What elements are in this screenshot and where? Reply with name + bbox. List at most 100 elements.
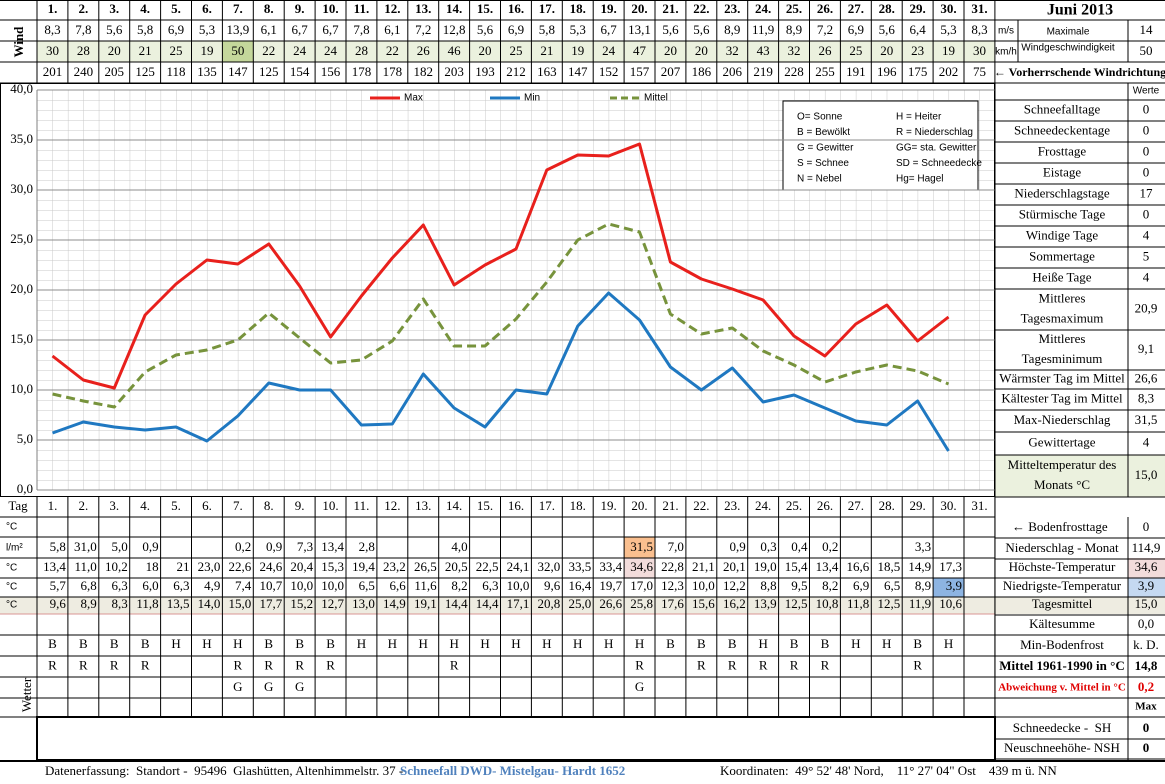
lower-stat-label: Abweichung v. Mittel in °C bbox=[998, 682, 1126, 694]
wind-dir: 175 bbox=[908, 64, 928, 79]
table-value: 5,8 bbox=[50, 539, 66, 554]
wind-kmh: 24 bbox=[324, 43, 338, 58]
x-tick-label: 11. bbox=[354, 498, 370, 513]
table-value: 24,1 bbox=[507, 559, 530, 574]
y-tick-label: 20,0 bbox=[10, 281, 33, 296]
wind-dir: 157 bbox=[630, 64, 650, 79]
cell-highlight bbox=[624, 537, 655, 558]
day-label: 16. bbox=[508, 1, 524, 16]
wind-dir: 219 bbox=[753, 64, 773, 79]
stat-value: 15,0 bbox=[1135, 467, 1158, 482]
table-value: 31,0 bbox=[74, 539, 97, 554]
table-value: 14,9 bbox=[908, 559, 931, 574]
stat-label: Mitteltemperatur des bbox=[1008, 457, 1117, 472]
weather-code: H bbox=[604, 636, 613, 651]
table-value: 11,0 bbox=[75, 559, 97, 574]
row-unit: l/m² bbox=[6, 543, 23, 554]
lower-stat-value: Max bbox=[1135, 701, 1157, 713]
wind-kmh: 25 bbox=[509, 43, 522, 58]
stat-label: Niederschlagstage bbox=[1014, 185, 1110, 200]
table-value: 6,8 bbox=[81, 578, 97, 593]
mean-row-bg bbox=[0, 597, 1165, 614]
day-label: 10. bbox=[322, 1, 338, 16]
lower-stat-value: 15,0 bbox=[1135, 596, 1158, 611]
wind-ms: 5,8 bbox=[539, 22, 555, 37]
table-value: 4,0 bbox=[451, 539, 467, 554]
table-value: 23,2 bbox=[383, 559, 406, 574]
cell-highlight bbox=[624, 558, 655, 578]
wind-dir: 135 bbox=[197, 64, 217, 79]
table-value: 17,1 bbox=[507, 596, 530, 611]
wind-dir: 152 bbox=[599, 64, 619, 79]
wind-dir: 240 bbox=[74, 64, 94, 79]
weather-code: R bbox=[450, 657, 459, 672]
x-tick-label: 2. bbox=[78, 498, 88, 513]
y-tick-label: 30,0 bbox=[10, 181, 33, 196]
x-label: Tag bbox=[8, 498, 28, 513]
table-value: 12,5 bbox=[785, 596, 808, 611]
table-value: 6,5 bbox=[359, 578, 375, 593]
x-tick-label: 20. bbox=[631, 498, 647, 513]
day-label: 21. bbox=[662, 1, 678, 16]
cell-highlight bbox=[222, 41, 254, 62]
stat-value: 8,3 bbox=[1138, 390, 1154, 405]
weather-code: G bbox=[264, 679, 273, 694]
table-value: 21,1 bbox=[692, 559, 715, 574]
weather-code: H bbox=[357, 636, 366, 651]
table-value: 33,5 bbox=[568, 559, 591, 574]
day-label: 30. bbox=[940, 1, 956, 16]
legend-label: Min bbox=[524, 93, 540, 104]
wind-kmh: 23 bbox=[911, 43, 924, 58]
wind-dir: 125 bbox=[135, 64, 155, 79]
table-value: 18 bbox=[146, 559, 159, 574]
lower-stat-label: Tagesmittel bbox=[1032, 596, 1093, 611]
table-value: 13,0 bbox=[352, 596, 375, 611]
weather-code: R bbox=[326, 657, 335, 672]
wind-ms: 7,8 bbox=[353, 22, 369, 37]
x-tick-label: 29. bbox=[910, 498, 926, 513]
day-label: 18. bbox=[570, 1, 586, 16]
stat-label: Schneedeckentage bbox=[1014, 122, 1110, 137]
lower-stat-value: 0 bbox=[1143, 740, 1150, 755]
direction-label: ← Vorherrschende Windrichtung bbox=[994, 65, 1165, 79]
stat-value: 4 bbox=[1143, 227, 1150, 242]
code-legend: G = Gewitter bbox=[797, 143, 854, 154]
wind-ms: 8,9 bbox=[786, 22, 802, 37]
table-value: 22,6 bbox=[229, 559, 252, 574]
x-tick-label: 23. bbox=[724, 498, 740, 513]
x-tick-label: 19. bbox=[601, 498, 617, 513]
day-label: 1. bbox=[48, 1, 58, 16]
weather-code: H bbox=[233, 636, 242, 651]
lower-stat-value: 0 bbox=[1143, 720, 1150, 735]
lower-stat-value: 3,9 bbox=[1138, 578, 1154, 593]
weather-code: H bbox=[851, 636, 860, 651]
table-value: 19,1 bbox=[414, 596, 437, 611]
stat-label: Heiße Tage bbox=[1032, 269, 1091, 284]
code-legend: SD = Schneedecke bbox=[896, 158, 982, 169]
table-value: 17,6 bbox=[661, 596, 684, 611]
lower-stat-value: 0,2 bbox=[1138, 679, 1154, 694]
day-label: 29. bbox=[910, 1, 926, 16]
code-legend: N = Nebel bbox=[797, 174, 842, 185]
wind-dir: 163 bbox=[537, 64, 557, 79]
wind-kmh: 30 bbox=[973, 43, 986, 58]
code-legend: GG= sta. Gewitter bbox=[896, 143, 977, 154]
wind-dir: 154 bbox=[290, 64, 310, 79]
weather-code: R bbox=[110, 657, 119, 672]
wind-kmh: 46 bbox=[448, 43, 462, 58]
wind-ms: 6,7 bbox=[292, 22, 309, 37]
stat-label: Mittleres bbox=[1039, 331, 1086, 346]
table-value: 6,3 bbox=[482, 578, 498, 593]
wind-ms: 6,1 bbox=[384, 22, 400, 37]
wind-ms: 6,7 bbox=[601, 22, 618, 37]
stat-label: Stürmische Tage bbox=[1019, 206, 1106, 221]
weather-code: R bbox=[728, 657, 737, 672]
table-value: 4,9 bbox=[204, 578, 220, 593]
table-value: 13,4 bbox=[43, 559, 66, 574]
stat-label: Gewittertage bbox=[1028, 434, 1095, 449]
stat-label: Tagesmaximum bbox=[1021, 310, 1104, 325]
x-tick-label: 9. bbox=[295, 498, 305, 513]
table-value: 11,6 bbox=[414, 578, 437, 593]
stat-label: Windige Tage bbox=[1026, 227, 1099, 242]
